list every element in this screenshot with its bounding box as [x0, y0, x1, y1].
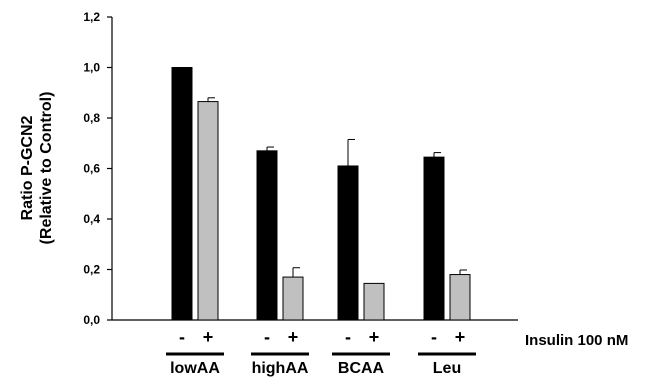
- y-tick-label: 0,4: [83, 212, 100, 226]
- y-axis-label-line2: (Relative to Control): [38, 92, 55, 245]
- group-label-BCAA: BCAA: [338, 360, 385, 377]
- y-tick-label: 0,8: [83, 111, 100, 125]
- y-tick-label: 0,0: [83, 313, 100, 327]
- group-label-Leu: Leu: [433, 360, 461, 377]
- y-tick-label: 0,6: [83, 162, 100, 176]
- bar-series: [171, 67, 471, 321]
- group-label-lowAA: lowAA: [170, 360, 220, 377]
- bar-plus-Leu: [449, 274, 471, 321]
- bar-plus-BCAA: [363, 282, 385, 321]
- bar-minus-lowAA: [171, 67, 193, 321]
- y-tick-label: 0,2: [83, 263, 100, 277]
- condition-label-plus: +: [203, 327, 214, 347]
- x-axis-labels: - +lowAA- +highAA- +BCAA- +Leu: [166, 327, 476, 377]
- condition-label-plus: +: [369, 327, 380, 347]
- bar-plus-lowAA: [197, 101, 219, 321]
- condition-label-minus: -: [179, 327, 185, 347]
- condition-label-plus: +: [455, 327, 466, 347]
- group-label-highAA: highAA: [252, 360, 309, 377]
- bar-minus-highAA: [256, 150, 278, 321]
- condition-label-minus: -: [431, 327, 437, 347]
- condition-label-plus: +: [288, 327, 299, 347]
- bar-minus-Leu: [423, 156, 445, 321]
- y-axis-title: Ratio P-GCN2 (Relative to Control): [19, 92, 55, 245]
- y-axis-ticks: 0,0 0,2 0,4 0,6 0,8 1,0 1,2: [83, 10, 112, 327]
- y-tick-label: 1,2: [83, 10, 100, 24]
- bar-plus-highAA: [282, 276, 304, 321]
- y-axis-label-line1: Ratio P-GCN2: [19, 115, 36, 220]
- insulin-label: Insulin 100 nM: [525, 332, 628, 349]
- error-bars: [207, 97, 467, 278]
- condition-label-minus: -: [264, 327, 270, 347]
- bar-minus-BCAA: [337, 165, 359, 321]
- condition-label-minus: -: [345, 327, 351, 347]
- y-tick-label: 1,0: [83, 61, 100, 75]
